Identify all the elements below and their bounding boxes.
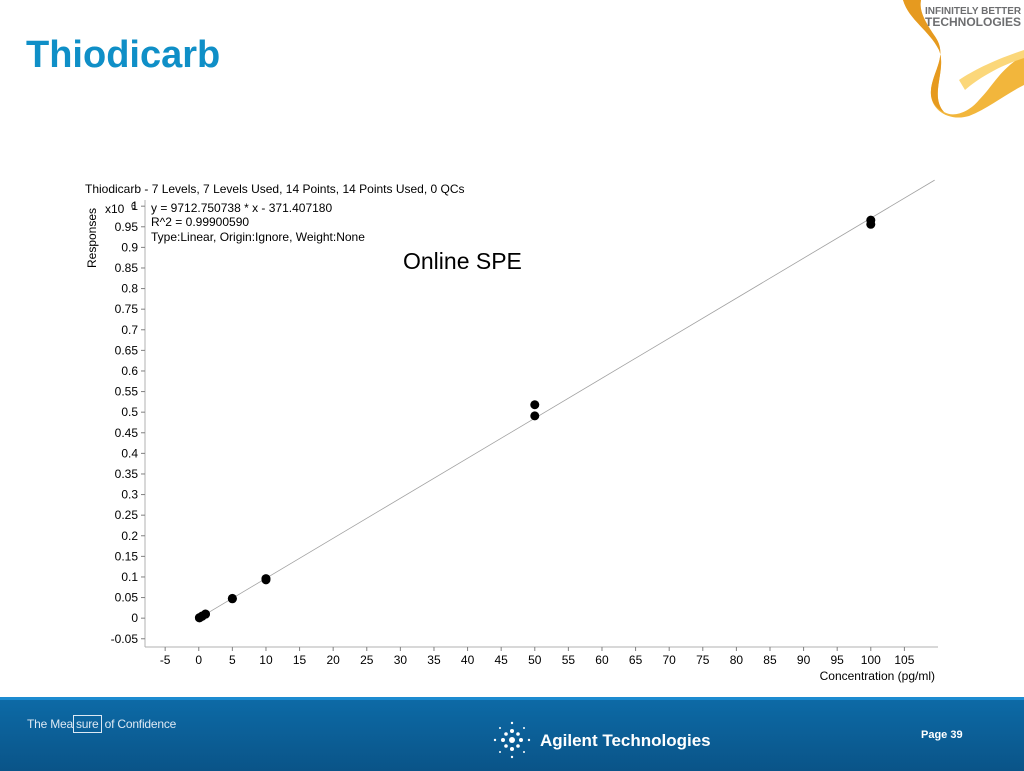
- tagline-part-2: of Confidence: [101, 717, 177, 731]
- infinitely-better-logo: INFINITELY BETTER TECHNOLOGIES: [899, 0, 1024, 120]
- y-tick-label: 0.3: [121, 488, 138, 502]
- y-tick-label: 1: [131, 199, 138, 213]
- y-tick-label: 0.45: [115, 426, 139, 440]
- data-point: [261, 574, 271, 584]
- y-multiplier-exponent: 6: [131, 201, 136, 211]
- x-tick-label: -5: [160, 653, 171, 667]
- slide-title: Thiodicarb: [26, 34, 221, 76]
- x-tick-label: 35: [427, 653, 441, 667]
- data-point: [200, 609, 210, 619]
- x-tick-label: 0: [195, 653, 202, 667]
- y-tick-label: 0.25: [115, 508, 139, 522]
- r-squared: R^2 = 0.99900590: [151, 215, 249, 229]
- y-tick-label: 0.5: [121, 405, 138, 419]
- footer-brand: Agilent Technologies: [540, 731, 711, 750]
- footer-bar: The Mea sure of Confidence Agilent Techno…: [0, 697, 1024, 771]
- x-tick-label: 30: [394, 653, 408, 667]
- x-tick-label: 40: [461, 653, 475, 667]
- x-tick-label: 70: [663, 653, 677, 667]
- x-tick-label: 55: [562, 653, 576, 667]
- tagline-part-boxed: sure: [72, 715, 102, 733]
- x-tick-label: 105: [894, 653, 914, 667]
- ribbon-icon: [903, 0, 1024, 118]
- data-point: [866, 215, 876, 225]
- y-tick-label: 0.75: [115, 302, 139, 316]
- online-spe-annotation: Online SPE: [403, 248, 522, 274]
- x-tick-label: 85: [763, 653, 777, 667]
- x-tick-label: 20: [326, 653, 340, 667]
- y-tick-label: -0.05: [111, 632, 139, 646]
- y-tick-label: 0.05: [115, 591, 139, 605]
- x-tick-label: 25: [360, 653, 374, 667]
- y-axis-label: Responses: [85, 208, 99, 268]
- x-tick-label: 60: [595, 653, 609, 667]
- data-point: [227, 593, 237, 603]
- y-multiplier-base: x10: [105, 202, 125, 216]
- chart-svg: -0.05 0 0.05 0.1 0.15 0.2 0.25 0.3 0.35 0.4 0.45 0.…: [85, 179, 938, 683]
- y-tick-label: 0.1: [121, 570, 138, 584]
- y-tick-label: 0.15: [115, 549, 139, 563]
- fit-line: [195, 179, 935, 621]
- fit-type: Type:Linear, Origin:Ignore, Weight:None: [151, 230, 365, 244]
- y-tick-label: 0: [131, 611, 138, 625]
- x-tick-label: 50: [528, 653, 542, 667]
- footer-tagline: The Mea sure of Confidence: [27, 715, 177, 733]
- x-tick-label: 10: [259, 653, 273, 667]
- y-tick-label: 0.65: [115, 343, 139, 357]
- y-tick-label: 0.55: [115, 385, 139, 399]
- y-tick-label: 0.9: [121, 240, 138, 254]
- x-tick-label: 95: [831, 653, 845, 667]
- x-tick-label: 80: [730, 653, 744, 667]
- fit-equation: y = 9712.750738 * x - 371.407180: [151, 201, 332, 215]
- page-number: Page 39: [921, 729, 963, 741]
- data-point: [530, 400, 540, 410]
- x-tick-label: 75: [696, 653, 710, 667]
- y-tick-label: 0.2: [121, 529, 138, 543]
- y-tick-label: 0.95: [115, 220, 139, 234]
- x-tick-label: 5: [229, 653, 236, 667]
- x-axis-label: Concentration (pg/ml): [820, 669, 935, 683]
- tagline-part-1: The Mea: [27, 717, 73, 731]
- y-tick-label: 0.7: [121, 323, 138, 337]
- logo-line1: INFINITELY BETTER: [925, 6, 1022, 17]
- data-point: [530, 411, 540, 421]
- agilent-spark-icon: [493, 721, 531, 759]
- x-tick-label: 100: [861, 653, 881, 667]
- calibration-chart: -0.05 0 0.05 0.1 0.15 0.2 0.25 0.3 0.35 0.4 0.45 0.…: [85, 179, 938, 683]
- y-tick-label: 0.6: [121, 364, 138, 378]
- y-tick-label: 0.85: [115, 261, 139, 275]
- chart-title: Thiodicarb - 7 Levels, 7 Levels Used, 14…: [85, 182, 465, 196]
- x-tick-label: 45: [494, 653, 508, 667]
- logo-line2: TECHNOLOGIES: [925, 15, 1022, 29]
- y-tick-label: 0.8: [121, 282, 138, 296]
- y-tick-label: 0.4: [121, 446, 138, 460]
- x-tick-label: 65: [629, 653, 643, 667]
- x-tick-label: 15: [293, 653, 307, 667]
- x-tick-label: 90: [797, 653, 811, 667]
- y-tick-label: 0.35: [115, 467, 139, 481]
